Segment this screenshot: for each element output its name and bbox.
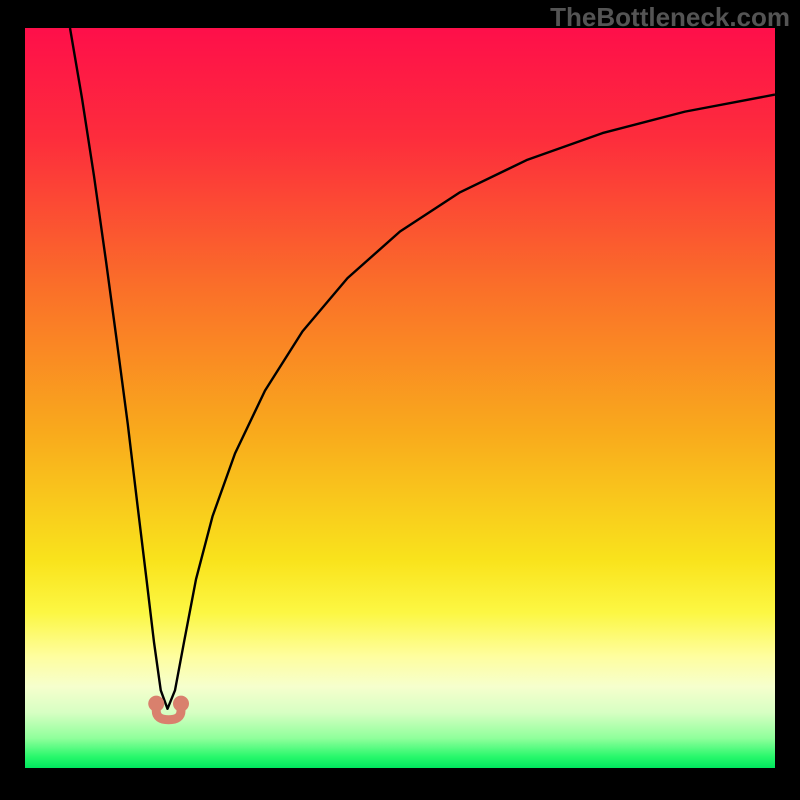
valley-dot-right: [173, 696, 189, 712]
bottleneck-chart: [0, 0, 800, 800]
chart-gradient-background: [25, 28, 775, 768]
valley-dot-left: [148, 696, 164, 712]
